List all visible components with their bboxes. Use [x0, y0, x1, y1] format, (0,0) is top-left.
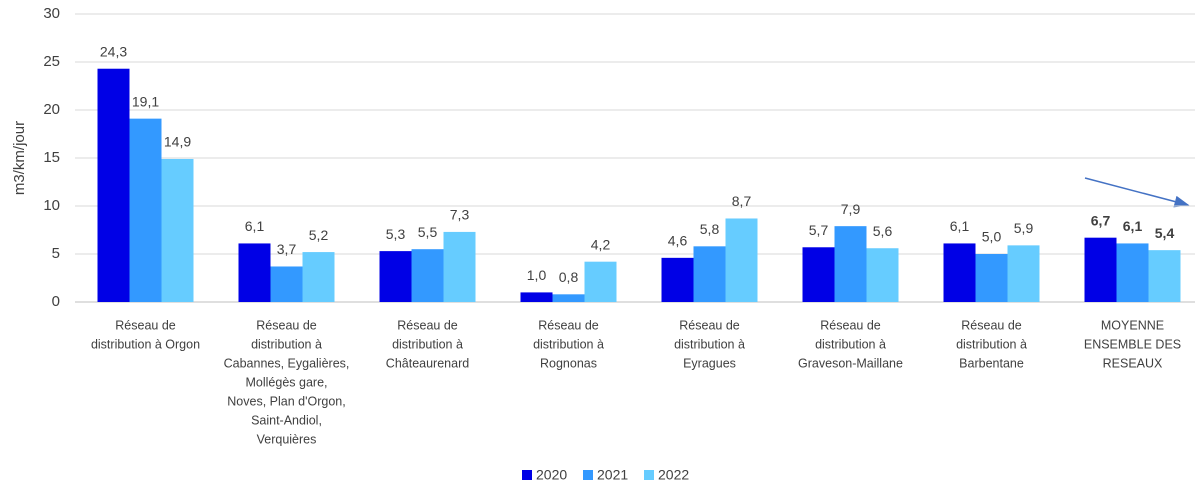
bar — [661, 257, 694, 302]
legend-swatch — [583, 470, 593, 480]
x-tick-label: Graveson-Maillane — [798, 356, 903, 370]
x-tick-label: ENSEMBLE DES — [1084, 337, 1181, 351]
y-tick-label: 10 — [43, 197, 60, 214]
bar — [693, 246, 726, 302]
data-label: 6,7 — [1091, 212, 1111, 228]
y-tick-label: 15 — [43, 149, 60, 166]
x-tick-label: Réseau de — [397, 318, 458, 332]
bar — [866, 248, 899, 302]
x-tick-label: Rognonas — [540, 356, 597, 370]
bar — [270, 266, 303, 302]
data-label: 7,3 — [450, 207, 470, 223]
x-tick-label: distribution à — [533, 337, 604, 351]
legend-swatch — [522, 470, 532, 480]
bar — [1116, 243, 1149, 302]
data-label: 5,5 — [418, 224, 438, 240]
data-label: 4,2 — [591, 236, 611, 252]
data-label: 5,6 — [873, 223, 893, 239]
bar — [975, 254, 1008, 302]
bar — [1148, 250, 1181, 302]
bar — [520, 292, 553, 302]
bar — [1084, 237, 1117, 302]
data-label: 5,3 — [386, 226, 406, 242]
bar — [802, 247, 835, 302]
x-tick-label: Saint-Andiol, — [251, 413, 322, 427]
bar — [443, 231, 476, 302]
x-tick-label: RESEAUX — [1103, 356, 1163, 370]
bar — [238, 243, 271, 302]
y-tick-label: 25 — [43, 53, 60, 70]
bar — [302, 252, 335, 302]
x-tick-label: Réseau de — [820, 318, 881, 332]
x-tick-label: distribution à — [956, 337, 1027, 351]
bar — [411, 249, 444, 302]
data-label: 1,0 — [527, 267, 547, 283]
x-tick-label: Cabannes, Eygalières, — [224, 356, 350, 370]
bar — [97, 68, 130, 302]
data-label: 6,1 — [950, 218, 970, 234]
bar — [129, 118, 162, 302]
bar — [834, 226, 867, 302]
data-label: 5,4 — [1155, 225, 1175, 241]
x-tick-label: Noves, Plan d'Orgon, — [227, 394, 345, 408]
x-tick-label: distribution à — [674, 337, 745, 351]
bar — [379, 251, 412, 302]
y-tick-label: 5 — [52, 245, 60, 262]
legend-label: 2020 — [536, 467, 567, 483]
x-tick-label: distribution à Orgon — [91, 337, 200, 351]
x-tick-label: MOYENNE — [1101, 318, 1164, 332]
x-tick-label: Eyragues — [683, 356, 736, 370]
legend-label: 2021 — [597, 467, 628, 483]
x-tick-label: distribution à — [392, 337, 463, 351]
bar — [725, 218, 758, 302]
bar — [943, 243, 976, 302]
x-tick-label: Châteaurenard — [386, 356, 469, 370]
data-label: 8,7 — [732, 193, 752, 209]
data-label: 24,3 — [100, 43, 127, 59]
x-tick-label: Réseau de — [679, 318, 740, 332]
x-tick-label: distribution à — [251, 337, 322, 351]
x-tick-label: Barbentane — [959, 356, 1024, 370]
y-axis-label: m3/km/jour — [11, 121, 28, 195]
data-label: 4,6 — [668, 233, 688, 249]
legend-swatch — [644, 470, 654, 480]
bar — [552, 294, 585, 302]
data-label: 5,8 — [700, 221, 720, 237]
y-tick-label: 30 — [43, 5, 60, 22]
data-label: 5,2 — [309, 227, 329, 243]
x-tick-label: Mollégès gare, — [246, 375, 328, 389]
x-tick-label: Réseau de — [538, 318, 599, 332]
data-label: 7,9 — [841, 201, 861, 217]
legend-label: 2022 — [658, 467, 689, 483]
data-label: 6,1 — [245, 218, 265, 234]
x-tick-label: distribution à — [815, 337, 886, 351]
x-tick-label: Réseau de — [115, 318, 176, 332]
data-label: 0,8 — [559, 269, 579, 285]
trend-arrow — [1084, 177, 1190, 208]
x-tick-label: Verquières — [257, 432, 317, 446]
y-tick-label: 20 — [43, 101, 60, 118]
data-label: 19,1 — [132, 93, 159, 109]
data-label: 5,0 — [982, 229, 1002, 245]
data-label: 3,7 — [277, 241, 297, 257]
bar — [584, 261, 617, 302]
x-tick-label: Réseau de — [961, 318, 1022, 332]
y-tick-label: 0 — [52, 293, 60, 310]
bar — [1007, 245, 1040, 302]
data-label: 5,7 — [809, 222, 829, 238]
data-label: 5,9 — [1014, 220, 1034, 236]
x-tick-label: Réseau de — [256, 318, 317, 332]
bar — [161, 158, 194, 302]
data-label: 14,9 — [164, 134, 191, 150]
data-label: 6,1 — [1123, 218, 1143, 234]
